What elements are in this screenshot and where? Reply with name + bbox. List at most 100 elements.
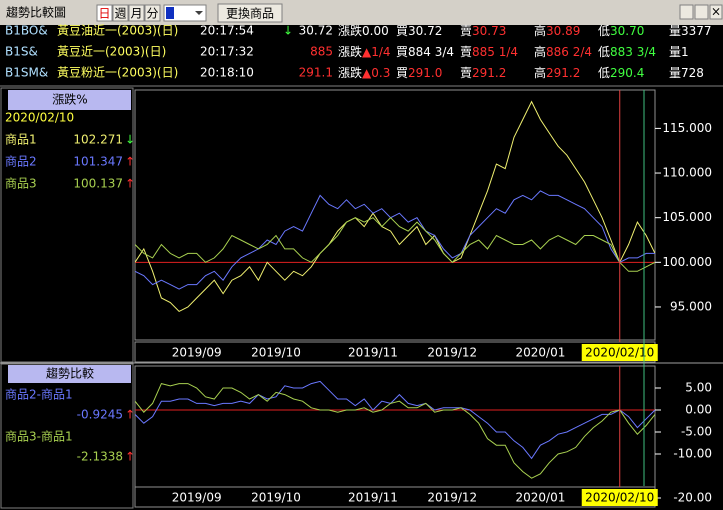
quote-field: 漲跌▲1/4 xyxy=(338,44,391,59)
quote-rows: B1BO& 黃豆油近一(2003)(日) 20:17:54 ↓ 30.72 漲跌0.00 買… xyxy=(5,23,712,80)
readout-value: 101.347 xyxy=(73,155,123,169)
quote-field: 賣30.73 xyxy=(460,23,506,38)
field-label: 量 xyxy=(669,45,681,59)
readout-arrow: ↑ xyxy=(125,155,135,169)
series-name: 商品2 xyxy=(5,154,37,169)
readout-value: -0.9245 xyxy=(77,408,123,422)
field-label: 漲跌 xyxy=(338,23,362,38)
field-label: 賣 xyxy=(460,44,472,59)
series-name: 商品2-商品1 xyxy=(5,387,73,402)
quote-field: 漲跌▲0.3 xyxy=(338,65,390,80)
field-label: 量 xyxy=(669,66,681,80)
cursor-label-bg xyxy=(581,344,658,361)
color-swatch xyxy=(166,7,174,19)
field-value: 291.2 xyxy=(546,66,580,80)
y-tick-label: 105.000 xyxy=(662,210,712,224)
cursor-label-bg xyxy=(581,489,658,506)
period-button[interactable] xyxy=(96,4,113,22)
period-button[interactable] xyxy=(128,4,145,22)
period-button[interactable] xyxy=(144,4,161,22)
field-value: 30.89 xyxy=(546,24,580,38)
quote-field: 量728 xyxy=(669,66,704,80)
close-button[interactable] xyxy=(709,4,723,20)
series-line xyxy=(135,380,655,460)
field-label: 賣 xyxy=(460,65,472,80)
field-value: 3377 xyxy=(681,24,712,38)
period-buttons: 日週月分 xyxy=(96,4,161,22)
readout-header xyxy=(8,365,131,383)
readout-arrow: ↑ xyxy=(125,450,135,464)
plot-frame xyxy=(134,89,656,341)
field-label: 買 xyxy=(396,24,408,38)
readout-panel xyxy=(0,87,134,363)
quote-time: 20:18:10 xyxy=(200,66,254,80)
field-label: 低 xyxy=(598,66,610,80)
field-label: 高 xyxy=(534,44,546,59)
pin-button[interactable] xyxy=(679,4,694,20)
quote-field: 賣291.2 xyxy=(460,65,506,80)
x-tick-label: 2019/10 xyxy=(251,346,301,360)
field-value: 30.73 xyxy=(472,24,506,38)
change-button[interactable] xyxy=(217,3,283,23)
y-tick-label: 95.000 xyxy=(670,299,712,313)
readout-header xyxy=(8,90,131,110)
x-tick-label: 2019/09 xyxy=(172,491,222,505)
readout-value: 100.137 xyxy=(73,177,123,191)
x-tick-label: 2019/12 xyxy=(427,346,477,360)
series-line xyxy=(135,383,655,479)
quote-arrow: ↓ xyxy=(283,24,293,38)
x-tick-label: 2019/11 xyxy=(348,346,398,360)
symbol-code: B1BO& xyxy=(5,24,48,38)
period-label: 月 xyxy=(130,7,142,21)
symbol-name: 黃豆油近一(2003)(日) xyxy=(57,24,178,38)
x-tick-label: 2020/01 xyxy=(515,491,565,505)
field-value: 1 xyxy=(681,45,689,59)
x-tick-label: 2020/02/10 xyxy=(585,491,654,505)
series-line xyxy=(135,100,655,313)
last-price: 291.1 xyxy=(299,66,333,80)
field-value: 728 xyxy=(681,66,704,80)
field-value: 30.72 xyxy=(408,24,442,38)
quote-field: 買30.72 xyxy=(396,24,442,38)
field-value: 30.70 xyxy=(610,24,644,38)
quote-field: 高886 2/4 xyxy=(534,44,592,59)
readout-date: 2020/02/10 xyxy=(5,111,74,125)
field-label: 低 xyxy=(598,45,610,59)
color-picker[interactable] xyxy=(163,4,207,22)
period-button[interactable] xyxy=(112,4,129,22)
quote-field: 高291.2 xyxy=(534,65,580,80)
field-value: ▲1/4 xyxy=(362,45,391,59)
quote-field: 買291.0 xyxy=(396,66,442,80)
y-tick-label: -5.00 xyxy=(681,425,712,439)
quote-field: 買884 3/4 xyxy=(396,45,454,59)
readout-arrow: ↓ xyxy=(125,133,135,147)
x-tick-label: 2020/02/10 xyxy=(585,346,654,360)
window-title: 趨勢比較圖 xyxy=(6,5,66,20)
close-icon: × xyxy=(711,5,721,19)
readout-arrow: ↑ xyxy=(125,177,135,191)
quote-field: 低883 3/4 xyxy=(598,45,656,59)
field-value: 884 3/4 xyxy=(408,45,454,59)
period-label: 週 xyxy=(114,7,126,21)
last-price: 30.72 xyxy=(299,24,333,38)
symbol-name: 黃豆近一(2003)(日) xyxy=(57,45,166,59)
charts: 95.000 100.000 105.000 110.000 115.000 商品1 102… xyxy=(5,89,712,508)
field-label: 高 xyxy=(534,65,546,80)
period-label: 日 xyxy=(98,7,110,21)
quote-field: 量3377 xyxy=(669,24,712,38)
y-tick-label: 110.000 xyxy=(662,166,712,180)
field-label: 量 xyxy=(669,24,681,38)
field-value: 883 3/4 xyxy=(610,45,656,59)
series-name: 商品3 xyxy=(5,176,37,191)
field-label: 賣 xyxy=(460,23,472,38)
y-tick-label: -10.00 xyxy=(673,447,712,461)
x-tick-label: 2019/09 xyxy=(172,346,222,360)
series-name: 商品1 xyxy=(5,132,37,147)
field-value: 885 1/4 xyxy=(472,45,518,59)
readout-title: 漲跌% xyxy=(52,92,87,107)
min-button[interactable] xyxy=(694,4,709,20)
x-tick-label: 2019/11 xyxy=(348,491,398,505)
y-tick-label: 115.000 xyxy=(662,121,712,135)
field-label: 買 xyxy=(396,45,408,59)
series-line xyxy=(135,190,655,290)
